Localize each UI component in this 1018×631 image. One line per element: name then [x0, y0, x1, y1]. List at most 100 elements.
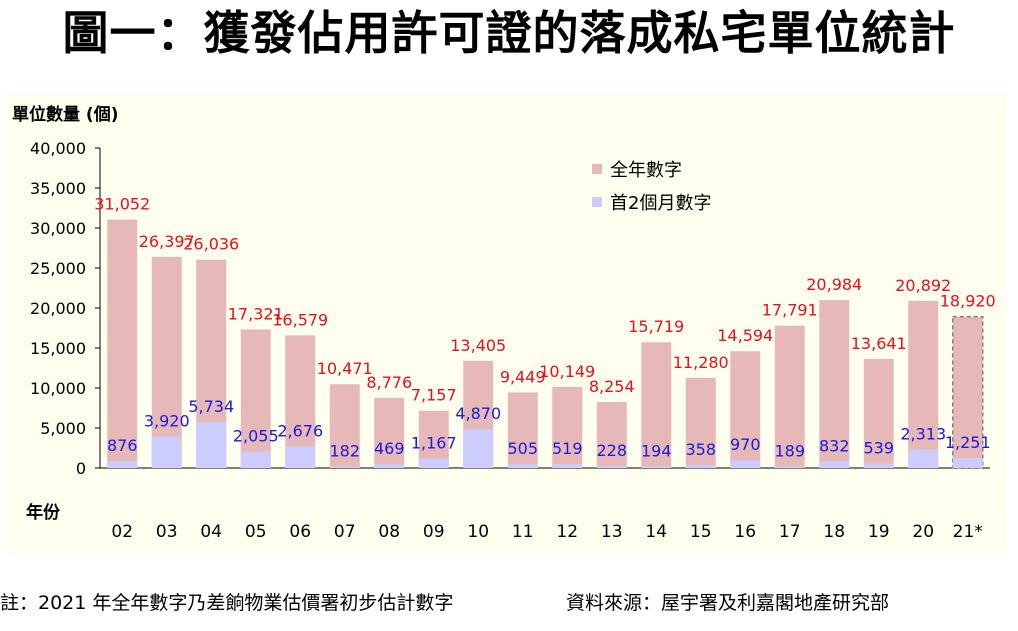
label-full-year: 20,892	[895, 276, 951, 295]
label-full-year: 10,149	[539, 362, 595, 381]
bar-first-two-months	[596, 466, 627, 468]
label-first-two-months: 228	[596, 441, 627, 460]
label-first-two-months: 5,734	[188, 397, 234, 416]
label-full-year: 13,405	[450, 336, 506, 355]
x-tick-label: 16	[734, 522, 756, 542]
source-note: 資料來源：屋宇署及利嘉閣地產研究部	[566, 592, 890, 614]
bar-first-two-months	[641, 466, 672, 468]
label-first-two-months: 505	[507, 439, 538, 458]
bar-first-two-months	[552, 463, 583, 468]
x-tick-label: 07	[334, 522, 356, 542]
label-first-two-months: 189	[774, 441, 805, 460]
bar-full-year	[107, 219, 138, 468]
label-full-year: 18,920	[940, 292, 996, 311]
y-axis-label: 單位數量 (個)	[12, 104, 118, 125]
label-first-two-months: 519	[552, 439, 583, 458]
label-full-year: 31,052	[94, 195, 150, 214]
label-full-year: 26,036	[183, 235, 239, 254]
bar-full-year	[819, 300, 850, 468]
legend-label-full-year: 全年數字	[610, 160, 682, 181]
legend-label-first-two-months: 首2個月數字	[610, 193, 711, 214]
bar-full-year	[596, 401, 627, 468]
bar-first-two-months	[952, 457, 983, 468]
y-tick-label: 15,000	[30, 339, 86, 358]
bar-first-two-months	[463, 429, 494, 468]
x-tick-label: 20	[912, 522, 934, 542]
bar-full-year	[329, 384, 360, 468]
label-first-two-months: 2,055	[233, 427, 279, 446]
label-full-year: 10,471	[317, 359, 373, 378]
label-full-year: 13,641	[851, 334, 907, 353]
bar-first-two-months	[908, 449, 939, 468]
bar-full-year	[507, 392, 538, 468]
x-tick-label: 10	[467, 522, 489, 542]
label-full-year: 9,449	[500, 367, 546, 386]
x-tick-label: 04	[200, 522, 222, 542]
bar-first-two-months	[285, 446, 316, 468]
y-tick-label: 0	[76, 459, 86, 478]
label-full-year: 17,791	[762, 301, 818, 320]
bar-full-year	[908, 300, 939, 468]
bar-full-year	[240, 329, 271, 468]
bar-full-year	[641, 342, 672, 468]
label-full-year: 8,254	[589, 377, 635, 396]
bar-first-two-months	[507, 463, 538, 468]
bar-first-two-months	[107, 460, 138, 468]
y-tick-label: 20,000	[30, 299, 86, 318]
bar-first-two-months	[730, 460, 761, 468]
x-ticks: 02 03 04 05 06 07 08 09 10 11 12 13 14 15 16 17 18 19 20 21…	[111, 522, 982, 542]
bar-full-year	[952, 315, 984, 469]
label-first-two-months: 2,676	[277, 422, 323, 441]
label-full-year: 20,984	[806, 275, 862, 294]
label-first-two-months: 876	[107, 436, 138, 455]
bar-first-two-months	[151, 436, 182, 468]
label-full-year: 26,397	[139, 232, 195, 251]
bar-full-year	[774, 325, 805, 468]
bar-full-year	[418, 410, 449, 468]
label-first-two-months: 469	[374, 439, 405, 458]
bar-full-year	[151, 256, 182, 468]
x-tick-label: 14	[645, 522, 667, 542]
label-first-two-months: 970	[730, 435, 761, 454]
x-tick-label: 17	[779, 522, 801, 542]
label-full-year: 14,594	[717, 326, 773, 345]
label-full-year: 7,157	[411, 386, 457, 405]
x-tick-label: 13	[601, 522, 623, 542]
x-tick-label: 12	[556, 522, 578, 542]
y-ticks: 0 5,000 10,000 15,000 20,000 25,000 30,000 35,0…	[30, 139, 100, 478]
label-first-two-months: 832	[819, 436, 850, 455]
bar-first-two-months	[418, 458, 449, 468]
y-tick-label: 25,000	[30, 259, 86, 278]
label-full-year: 15,719	[628, 317, 684, 336]
label-full-year: 17,321	[228, 304, 284, 323]
label-first-two-months: 1,251	[945, 433, 991, 452]
bar-full-year	[730, 351, 761, 468]
label-full-year: 8,776	[366, 373, 412, 392]
label-first-two-months: 539	[863, 439, 894, 458]
bar-full-year	[685, 377, 716, 468]
bars-full-year	[107, 219, 984, 469]
x-tick-label: 15	[690, 522, 712, 542]
bar-full-year	[552, 386, 583, 468]
y-tick-label: 5,000	[40, 419, 86, 438]
x-tick-label: 03	[156, 522, 178, 542]
label-first-two-months: 3,920	[144, 412, 190, 431]
label-full-year: 16,579	[272, 310, 328, 329]
legend-swatch-full-year	[592, 164, 602, 174]
x-tick-label: 05	[245, 522, 267, 542]
x-tick-label: 18	[823, 522, 845, 542]
x-tick-label: 19	[868, 522, 890, 542]
bar-first-two-months	[863, 463, 894, 468]
x-tick-label: 02	[111, 522, 133, 542]
chart-title: 圖一：獲發佔用許可證的落成私宅單位統計	[62, 6, 956, 60]
label-first-two-months: 182	[329, 442, 360, 461]
bar-first-two-months	[240, 451, 271, 468]
bar-first-two-months	[329, 466, 360, 468]
bar-first-two-months	[374, 464, 405, 468]
x-tick-label: 21*	[953, 522, 983, 542]
bar-first-two-months	[819, 461, 850, 468]
y-tick-label: 10,000	[30, 379, 86, 398]
